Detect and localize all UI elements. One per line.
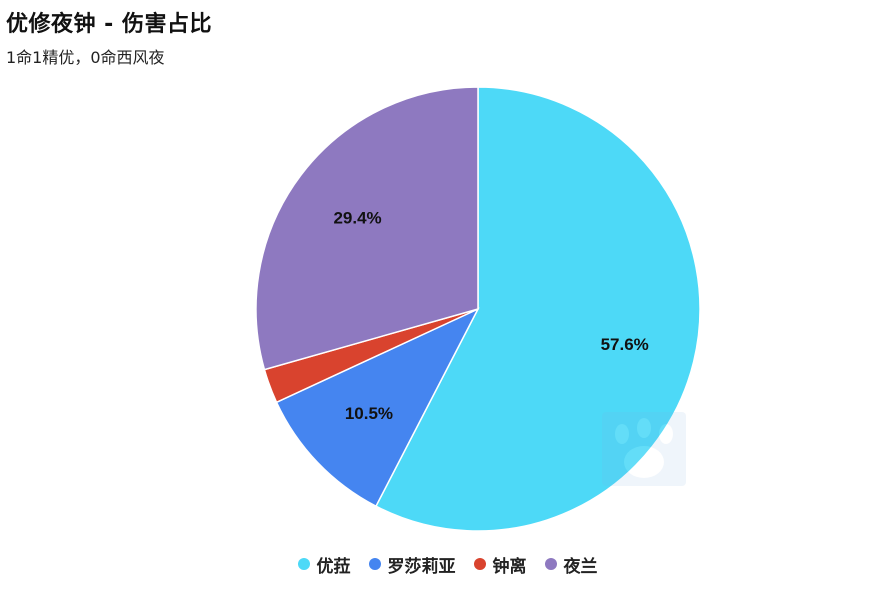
pie-data-label-1: 10.5% (345, 404, 393, 423)
chart-legend: 优菈 罗莎莉亚 钟离 夜兰 (0, 550, 895, 578)
legend-label-3: 夜兰 (563, 556, 598, 577)
paw-logo-icon (602, 412, 686, 486)
legend-swatch-2 (473, 558, 486, 570)
legend-swatch-3 (544, 558, 557, 570)
legend-swatch-1 (368, 558, 381, 570)
legend-label-1: 罗莎莉亚 (387, 556, 456, 577)
legend-label-2: 钟离 (492, 556, 527, 577)
legend-label-0: 优菈 (316, 556, 351, 577)
pie-slice-3[interactable] (255, 86, 479, 371)
chart-subtitle: 1命1精优，0命西风夜 (6, 48, 165, 67)
pie-data-label-0: 57.6% (601, 335, 649, 354)
pie-slice-1[interactable] (275, 307, 480, 508)
pie-data-labels: 57.6% 10.5% 29.4% (333, 208, 648, 422)
chart-title: 优修夜钟 - 伤害占比 (6, 12, 212, 37)
pie-data-label-3: 29.4% (333, 208, 381, 227)
legend-item-0[interactable]: 优菈 (297, 552, 351, 577)
legend-item-3[interactable]: 夜兰 (544, 552, 598, 577)
pie-slice-0[interactable] (374, 86, 701, 532)
legend-item-1[interactable]: 罗莎莉亚 (368, 552, 456, 577)
legend-swatch-0 (297, 558, 310, 570)
pie-slices (255, 86, 701, 532)
legend-item-2[interactable]: 钟离 (473, 552, 527, 577)
